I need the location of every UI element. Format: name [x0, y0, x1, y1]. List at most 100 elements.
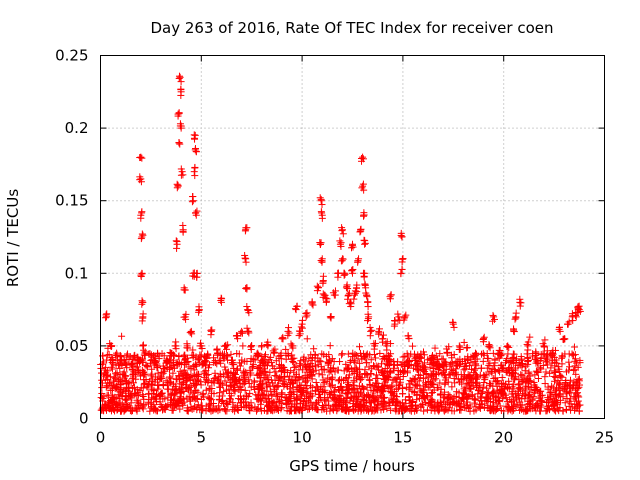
data-point — [129, 375, 137, 383]
y-axis-label: ROTI / TECUs — [4, 189, 22, 287]
data-point — [222, 341, 230, 349]
data-point — [191, 163, 199, 171]
baseline-point — [463, 344, 471, 352]
y-tick-label: 0.2 — [65, 119, 89, 137]
data-point — [318, 201, 326, 209]
baseline-point — [239, 342, 247, 350]
data-point — [339, 255, 347, 263]
baseline-point — [369, 392, 377, 400]
baseline-point — [550, 372, 558, 380]
baseline-point — [211, 369, 219, 377]
y-tick-label: 0.15 — [55, 192, 88, 210]
data-point — [271, 345, 279, 353]
data-point — [213, 345, 221, 353]
data-point — [517, 299, 525, 307]
baseline-point — [417, 350, 425, 358]
data-point — [137, 153, 145, 161]
data-point — [349, 265, 357, 273]
data-point — [243, 285, 251, 293]
baseline-point — [299, 366, 307, 374]
baseline-point — [420, 407, 428, 415]
baseline-point — [476, 393, 484, 401]
data-point — [450, 323, 458, 331]
data-point — [241, 227, 249, 235]
baseline-point — [175, 353, 183, 361]
baseline-point — [565, 358, 573, 366]
x-tick-label: 5 — [197, 429, 207, 447]
baseline-point — [521, 367, 529, 375]
baseline-point — [561, 399, 569, 407]
baseline-point — [412, 382, 420, 390]
data-point — [192, 148, 200, 156]
baseline-point — [248, 364, 256, 372]
data-point — [139, 231, 147, 239]
data-point — [285, 324, 293, 332]
data-point — [175, 109, 183, 117]
data-point — [137, 214, 145, 222]
baseline-point — [338, 351, 346, 359]
baseline-point — [309, 367, 317, 375]
x-axis-label: GPS time / hours — [289, 457, 415, 475]
baseline-point — [364, 371, 372, 379]
baseline-point — [453, 362, 461, 370]
baseline-point — [204, 364, 212, 372]
y-tick-label: 0 — [79, 410, 89, 428]
baseline-point — [533, 400, 541, 408]
baseline-point — [123, 351, 131, 359]
data-point — [370, 345, 378, 353]
data-point — [270, 348, 278, 356]
baseline-point — [372, 354, 380, 362]
baseline-point — [494, 366, 502, 374]
baseline-point — [221, 363, 229, 371]
data-point — [207, 326, 215, 334]
baseline-point — [480, 372, 488, 380]
baseline-point — [360, 384, 368, 392]
x-tick-label: 15 — [393, 429, 412, 447]
baseline-point — [315, 370, 323, 378]
baseline-point — [262, 351, 270, 359]
baseline-point — [570, 343, 578, 351]
data-point — [177, 78, 185, 86]
baseline-point — [480, 379, 488, 387]
baseline-point — [258, 342, 266, 350]
baseline-point — [559, 407, 567, 415]
data-point — [190, 131, 198, 139]
data-point — [138, 230, 146, 238]
data-point — [512, 314, 520, 322]
data-point — [173, 244, 181, 252]
baseline-point — [206, 394, 214, 402]
baseline-point — [162, 377, 170, 385]
data-point — [341, 270, 349, 278]
baseline-point — [271, 372, 279, 380]
data-point — [359, 153, 367, 161]
baseline-point — [517, 353, 525, 361]
baseline-point — [187, 388, 195, 396]
data-point — [399, 255, 407, 263]
data-point — [360, 236, 368, 244]
baseline-point — [541, 336, 549, 344]
baseline-point — [432, 375, 440, 383]
baseline-point — [329, 395, 337, 403]
baseline-point — [538, 391, 546, 399]
baseline-point — [367, 370, 375, 378]
baseline-point — [98, 384, 106, 392]
baseline-point — [541, 373, 549, 381]
data-point — [245, 329, 253, 337]
data-point — [560, 336, 568, 344]
baseline-point — [347, 356, 355, 364]
y-tick-label: 0.05 — [55, 337, 88, 355]
data-point — [336, 237, 344, 245]
data-point — [190, 168, 198, 176]
chart-title: Day 263 of 2016, Rate Of TEC Index for r… — [151, 19, 554, 37]
data-point — [176, 140, 184, 148]
data-point — [540, 343, 548, 351]
data-point — [398, 233, 406, 241]
data-point — [361, 280, 369, 288]
data-point — [360, 273, 368, 281]
baseline-point — [353, 351, 361, 359]
data-point — [505, 343, 513, 351]
data-point — [401, 313, 409, 321]
data-point — [176, 73, 184, 81]
baseline-point — [263, 398, 271, 406]
